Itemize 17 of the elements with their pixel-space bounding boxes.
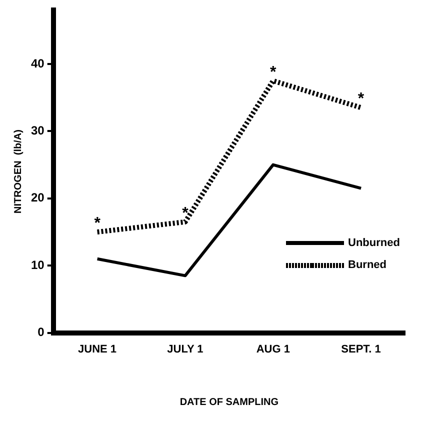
legend-label: Unburned — [348, 236, 400, 250]
annotation: * — [358, 90, 365, 108]
legend-label: Burned — [348, 258, 386, 272]
annotation: * — [270, 64, 278, 81]
y-tick-label: 20 — [30, 190, 45, 205]
x-tick-label: JUNE 1 — [78, 343, 117, 356]
y-tick-label: 40 — [30, 56, 45, 70]
y-tick-label: 30 — [30, 123, 45, 138]
annotation: * — [94, 214, 102, 232]
x-tick-label: SEPT. 1 — [341, 343, 381, 356]
x-tick-label: JULY 1 — [167, 343, 204, 356]
x-tick-label: AUG 1 — [256, 343, 290, 356]
y-tick-label: 10 — [30, 258, 45, 272]
y-axis-title: NITROGEN (lb/A) — [12, 130, 24, 214]
x-axis-title: DATE OF SAMPLING — [180, 396, 279, 408]
y-tick-label: 0 — [38, 325, 45, 340]
annotation: * — [182, 204, 190, 222]
